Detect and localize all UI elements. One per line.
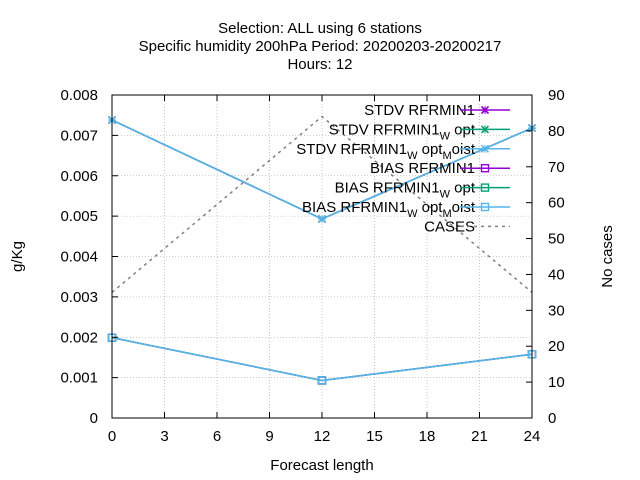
title-line: Selection: ALL using 6 stations: [218, 20, 422, 37]
data-point-marker: [480, 163, 490, 173]
legend-label: STDV RFRMIN1: [364, 102, 475, 119]
legend-label: STDV RFRMIN1W optMoist: [296, 141, 476, 162]
x-tick-label: 0: [108, 428, 116, 445]
legend-label: CASES: [424, 218, 475, 235]
series-line: [111, 336, 533, 382]
legend-item: BIAS RFRMIN1: [370, 160, 510, 177]
chart-title: Selection: ALL using 6 stationsSpecific …: [139, 20, 502, 73]
title-line: Hours: 12: [287, 56, 352, 73]
y2-axis-label: No cases: [599, 225, 616, 288]
y2-tick-label: 70: [548, 159, 565, 176]
legend-label: STDV RFRMIN1W opt: [329, 121, 476, 142]
series-lines: [107, 115, 537, 385]
y-tick-label: 0.007: [60, 127, 98, 144]
series-line: [111, 115, 533, 293]
y2-tick-label: 10: [548, 374, 565, 391]
legend-item: STDV RFRMIN1W opt: [329, 121, 510, 142]
y-tick-label: 0.008: [60, 87, 98, 104]
y2-tick-label: 80: [548, 123, 565, 140]
y-tick-label: 0.003: [60, 289, 98, 306]
x-tick-label: 12: [314, 428, 331, 445]
legend-item: STDV RFRMIN1W optMoist: [296, 141, 510, 162]
x-tick-label: 15: [366, 428, 383, 445]
x-tick-label: 9: [265, 428, 273, 445]
y2-tick-label: 30: [548, 302, 565, 319]
y2-tick-label: 60: [548, 195, 565, 212]
y-tick-label: 0.004: [60, 249, 98, 266]
x-tick-label: 24: [524, 428, 541, 445]
x-axis-label: Forecast length: [270, 457, 373, 474]
legend-label: BIAS RFRMIN1W optMoist: [302, 199, 476, 220]
x-tick-label: 3: [160, 428, 168, 445]
y2-tick-label: 40: [548, 266, 565, 283]
y-tick-label: 0.006: [60, 168, 98, 185]
legend-item: STDV RFRMIN1: [364, 102, 510, 119]
title-line: Specific humidity 200hPa Period: 2020020…: [139, 38, 502, 55]
y-tick-label: 0.002: [60, 329, 98, 346]
y-tick-label: 0: [90, 410, 98, 427]
data-point-marker: [480, 202, 490, 212]
x-tick-label: 18: [419, 428, 436, 445]
y-axis-label: g/Kg: [9, 241, 26, 272]
data-point-marker: [317, 376, 327, 385]
legend-item: BIAS RFRMIN1W opt: [335, 180, 510, 201]
series-6: [111, 115, 533, 293]
x-tick-label: 21: [471, 428, 488, 445]
legend-label: BIAS RFRMIN1: [370, 160, 475, 177]
y2-tick-label: 50: [548, 231, 565, 248]
x-tick-label: 6: [213, 428, 221, 445]
legend-label: BIAS RFRMIN1W opt: [335, 180, 476, 201]
y-tick-label: 0.005: [60, 208, 98, 225]
axis-ticks: 0 3 6 9 12 15 18 21 24 0 0.001 0.002 0.003 0.004 0.005…: [60, 87, 564, 445]
y-tick-label: 0.001: [60, 370, 98, 387]
legend-item: CASES: [424, 218, 510, 235]
legend-item: BIAS RFRMIN1W optMoist: [302, 199, 510, 220]
y2-tick-label: 0: [548, 410, 556, 427]
y2-tick-label: 90: [548, 87, 565, 104]
y2-tick-label: 20: [548, 338, 565, 355]
data-point-marker: [480, 183, 490, 192]
